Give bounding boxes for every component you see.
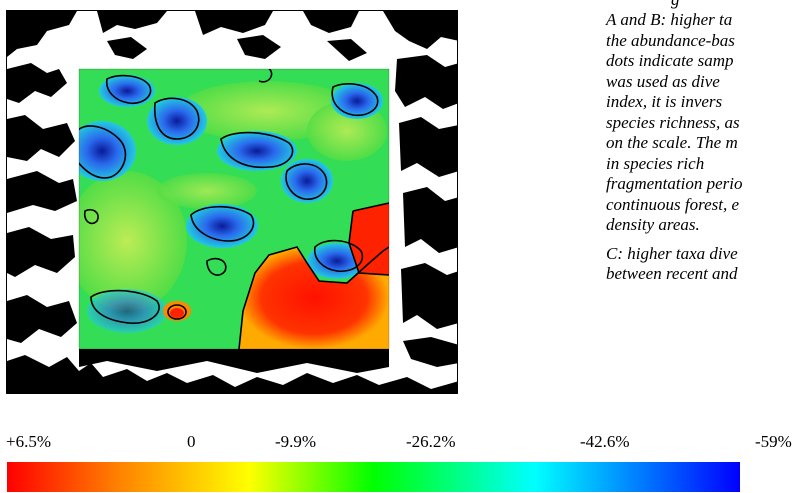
caption-line: C: higher taxa dive (606, 243, 738, 263)
caption-line: A and B: higher ta (606, 10, 733, 29)
color-scale-bar (7, 462, 740, 492)
caption-line: fragmentation perio (606, 174, 743, 193)
caption-line: index, it is invers (606, 92, 723, 111)
caption-paragraph-c: C: higher taxa dive between recent and (593, 244, 798, 285)
scale-label-4: -26.2% (406, 432, 456, 451)
caption-line: dots indicate samp (606, 51, 734, 70)
caption-line: on the scale. The m (606, 133, 738, 152)
scale-label-3: -9.9% (275, 432, 317, 451)
caption-line: the abundance-bas (606, 30, 735, 50)
scale-label-min: -59% (755, 432, 792, 451)
caption-line: was used as dive (606, 71, 720, 91)
forest-mosaic (7, 11, 457, 393)
scale-label-zero: 0 (187, 432, 196, 451)
caption-line: density areas. (606, 215, 700, 234)
diversity-map-svg (7, 11, 457, 393)
diversity-surface (79, 69, 389, 349)
figure-caption: g A and B: higher ta the abundance-bas d… (593, 0, 798, 418)
caption-line: between recent and (606, 264, 738, 283)
scale-label-max: +6.5% (6, 432, 51, 451)
caption-line: continuous forest, e (606, 194, 739, 214)
caption-line: species richness, as (606, 112, 740, 132)
caption-paragraph-ab: A and B: higher ta the abundance-bas dot… (593, 10, 798, 236)
caption-top-fragment: g (593, 0, 798, 10)
scale-labels: +6.5% 0 -9.9% -26.2% -42.6% -59% (0, 432, 798, 454)
diversity-map (6, 10, 458, 394)
scale-label-5: -42.6% (580, 432, 630, 451)
caption-line: in species rich (606, 153, 705, 173)
